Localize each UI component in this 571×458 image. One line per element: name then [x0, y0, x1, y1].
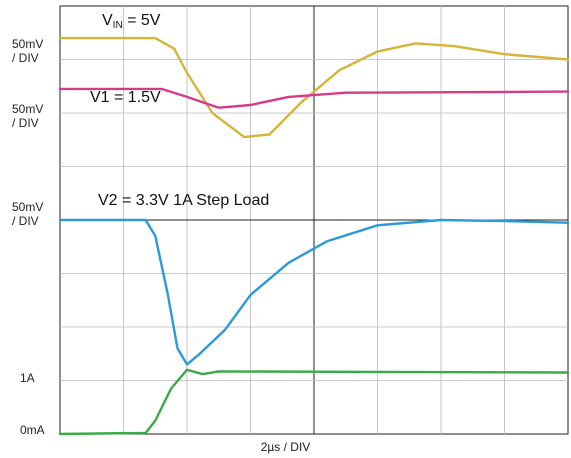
x-axis-label: 2µs / DIV	[260, 440, 311, 454]
scale-label-vin: 50mV / DIV	[12, 37, 44, 65]
v2-label: V2 = 3.3V 1A Step Load	[98, 192, 270, 209]
scale-label-v1: 50mV / DIV	[12, 102, 44, 130]
scale-label-v2: 50mV / DIV	[12, 200, 44, 228]
grid	[60, 6, 568, 434]
trace-i-load	[58, 368, 570, 436]
vin-label: VIN = 5V	[102, 12, 161, 31]
trace-vin	[58, 36, 570, 139]
traces	[58, 36, 570, 436]
scale-label-1a: 1A	[20, 371, 35, 385]
trace-v1	[58, 87, 570, 109]
trace-v2	[58, 218, 570, 366]
scale-label-0ma: 0mA	[20, 423, 45, 437]
v1-label: V1 = 1.5V	[90, 89, 161, 106]
